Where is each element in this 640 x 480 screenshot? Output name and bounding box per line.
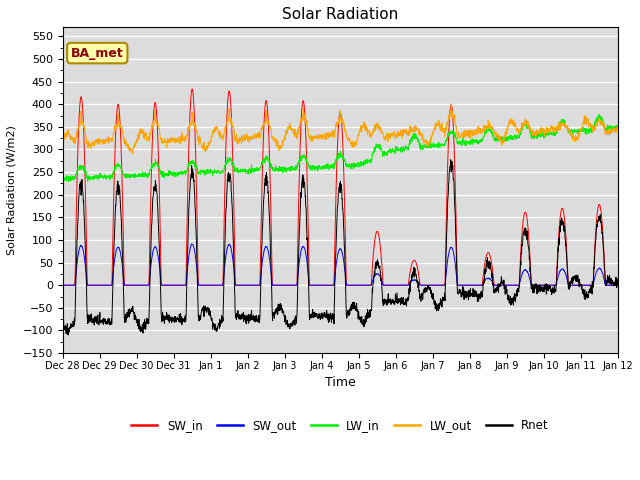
Line: SW_in: SW_in [63, 89, 618, 285]
SW_out [59, 282, 67, 288]
SW_out [214, 282, 221, 288]
Y-axis label: Solar Radiation (W/m2): Solar Radiation (W/m2) [7, 125, 17, 255]
LW_in [502, 137, 509, 143]
X-axis label: Time: Time [324, 376, 356, 389]
SW_out [565, 282, 573, 288]
SW_in [369, 265, 376, 271]
SW_out [188, 241, 196, 247]
Line: LW_in: LW_in [63, 114, 618, 181]
Rnet [565, 283, 573, 289]
Legend: SW_in, SW_out, LW_in, LW_out, Rnet: SW_in, SW_out, LW_in, LW_out, Rnet [127, 414, 554, 437]
Line: Rnet: Rnet [63, 160, 618, 335]
SW_out [356, 282, 364, 288]
Rnet [214, 326, 221, 332]
Rnet [369, 286, 376, 292]
Rnet [447, 157, 454, 163]
SW_in [502, 282, 509, 288]
LW_in [614, 124, 621, 130]
Rnet [65, 332, 72, 338]
Title: Solar Radiation: Solar Radiation [282, 7, 398, 22]
LW_out [447, 102, 455, 108]
LW_in [595, 111, 603, 117]
LW_out [129, 151, 136, 157]
LW_in [565, 127, 573, 132]
LW_out [565, 129, 573, 134]
Line: SW_out: SW_out [63, 244, 618, 285]
SW_in [214, 282, 221, 288]
LW_in [214, 170, 221, 176]
LW_out [356, 129, 364, 134]
Line: LW_out: LW_out [63, 105, 618, 154]
Rnet [356, 314, 364, 320]
LW_out [580, 113, 588, 119]
SW_in [188, 86, 196, 92]
Rnet [580, 295, 588, 301]
Rnet [614, 282, 621, 288]
LW_in [356, 160, 364, 166]
Rnet [59, 320, 67, 325]
LW_out [502, 132, 509, 138]
SW_in [565, 282, 573, 288]
Rnet [502, 286, 509, 292]
LW_in [59, 178, 67, 183]
LW_in [580, 128, 588, 133]
LW_in [369, 150, 376, 156]
SW_in [614, 282, 621, 288]
SW_in [580, 282, 588, 288]
SW_out [580, 282, 588, 288]
LW_out [369, 132, 376, 137]
Text: BA_met: BA_met [71, 47, 124, 60]
LW_out [214, 125, 221, 131]
SW_in [356, 282, 364, 288]
LW_out [614, 126, 621, 132]
SW_out [502, 282, 509, 288]
LW_out [59, 140, 67, 145]
SW_out [369, 279, 376, 285]
SW_out [614, 282, 621, 288]
LW_in [65, 179, 72, 184]
SW_in [59, 282, 67, 288]
